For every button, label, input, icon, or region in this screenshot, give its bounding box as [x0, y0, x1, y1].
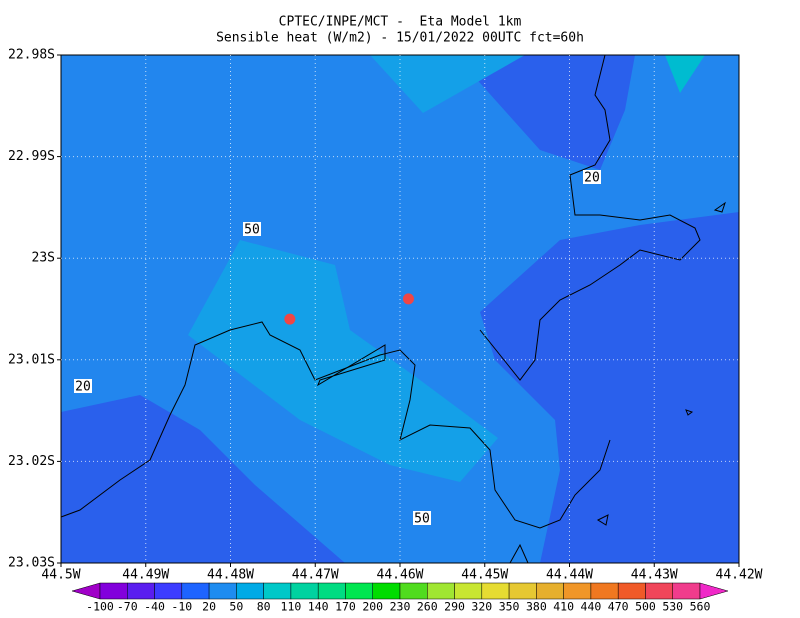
- colorbar-box: [181, 582, 210, 600]
- colorbar-label: 290: [444, 600, 465, 614]
- colorbar-label: 230: [390, 600, 411, 614]
- colorbar-label: 170: [335, 600, 356, 614]
- station-point: [402, 293, 414, 305]
- field-high: [370, 55, 525, 113]
- y-tick-label: 23.01S: [8, 352, 55, 367]
- field-high: [188, 240, 498, 482]
- contour-label-box: [583, 170, 601, 184]
- x-tick-label: 44.43W: [631, 568, 678, 583]
- chart-title: CPTEC/INPE/MCT - Eta Model 1km: [279, 15, 522, 30]
- colorbar-label: -100: [86, 600, 114, 614]
- coast-line: [509, 201, 726, 564]
- contour-label: 20: [584, 171, 600, 186]
- colorbar-label: 380: [526, 600, 547, 614]
- colorbar-box: [127, 582, 155, 600]
- x-tick-label: 44.42W: [716, 568, 763, 583]
- colorbar-label: 320: [471, 600, 492, 614]
- colorbar-label: 50: [229, 600, 243, 614]
- field-low: [61, 395, 345, 563]
- coast-line: [60, 321, 611, 529]
- field-low: [480, 212, 739, 563]
- colorbar-arrow: [699, 582, 729, 600]
- colorbar-box: [208, 582, 237, 600]
- colorbar-label: 80: [257, 600, 271, 614]
- colorbar-label: 140: [308, 600, 329, 614]
- colorbar-box: [99, 582, 128, 600]
- field-low: [455, 55, 635, 170]
- contour-label: 50: [244, 223, 260, 238]
- colorbar-box: [399, 582, 428, 600]
- colorbar-box: [617, 582, 646, 600]
- contour-label-box: [413, 511, 431, 525]
- chart-subtitle: Sensible heat (W/m2) - 15/01/2022 00UTC …: [216, 31, 584, 46]
- colorbar-label: 560: [690, 600, 711, 614]
- station-point: [284, 313, 296, 325]
- colorbar-box: [317, 582, 346, 600]
- contour-label-box: [74, 379, 92, 393]
- x-tick-label: 44.48W: [207, 568, 254, 583]
- y-tick-label: 23S: [32, 251, 55, 266]
- coast-line: [479, 54, 701, 381]
- colorbar-label: -10: [171, 600, 192, 614]
- colorbar-box: [345, 582, 373, 600]
- x-tick-label: 44.45W: [461, 568, 508, 583]
- colorbar-box: [236, 582, 264, 600]
- contour-label: 20: [75, 380, 91, 395]
- contour-label-box: [243, 222, 261, 236]
- colorbar-box: [372, 582, 401, 600]
- x-tick-label: 44.44W: [546, 568, 593, 583]
- x-tick-label: 44.49W: [122, 568, 169, 583]
- contour-label: 50: [414, 512, 430, 527]
- colorbar-box: [672, 582, 701, 600]
- colorbar-label: 200: [362, 600, 383, 614]
- colorbar-label: 20: [202, 600, 216, 614]
- y-tick-label: 23.02S: [8, 454, 55, 469]
- colorbar-box: [481, 582, 510, 600]
- colorbar-label: 500: [635, 600, 656, 614]
- colorbar-box: [508, 582, 537, 600]
- colorbar-box: [536, 582, 564, 600]
- colorbar-label: 110: [281, 600, 302, 614]
- colorbar-box: [454, 582, 483, 600]
- colorbar-box: [263, 582, 292, 600]
- colorbar-box: [590, 582, 619, 600]
- colorbar-box: [645, 582, 673, 600]
- colorbar-label: -70: [117, 600, 138, 614]
- colorbar-box: [154, 582, 183, 600]
- colorbar-label: 440: [581, 600, 602, 614]
- x-tick-label: 44.5W: [41, 568, 80, 583]
- y-tick-label: 22.98S: [8, 48, 55, 63]
- colorbar-label: 470: [608, 600, 629, 614]
- x-tick-label: 44.47W: [292, 568, 339, 583]
- colorbar-label: -40: [144, 600, 165, 614]
- colorbar-box: [290, 582, 319, 600]
- colorbar-label: 260: [417, 600, 438, 614]
- colorbar-box: [427, 582, 455, 600]
- colorbar-box: [563, 582, 592, 600]
- y-tick-label: 22.99S: [8, 149, 55, 164]
- colorbar-label: 410: [553, 600, 574, 614]
- field-highest: [665, 55, 705, 93]
- x-tick-label: 44.46W: [377, 568, 424, 583]
- colorbar-label: 530: [662, 600, 683, 614]
- colorbar-arrow: [71, 582, 101, 600]
- y-tick-label: 23.03S: [8, 556, 55, 571]
- colorbar-label: 350: [499, 600, 520, 614]
